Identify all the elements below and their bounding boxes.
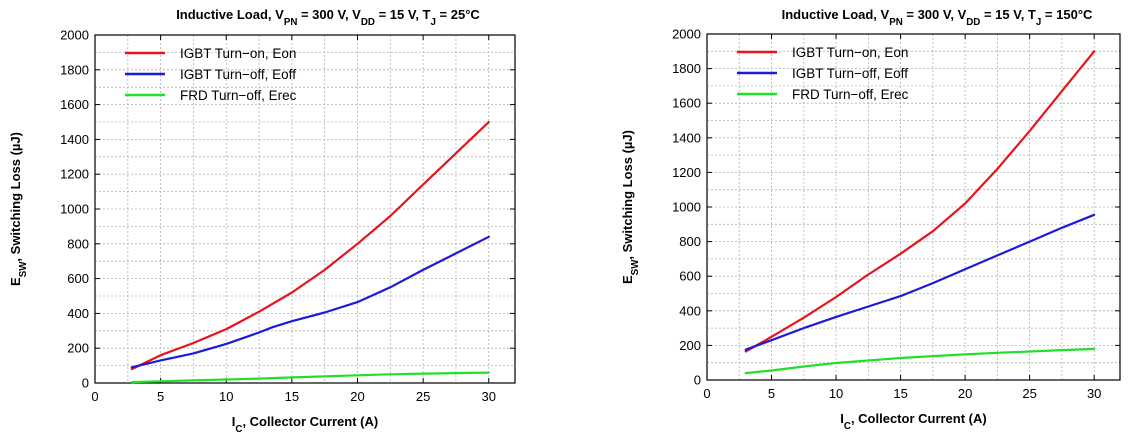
series-line-2 — [744, 347, 1096, 375]
legend-entry: IGBT Turn−on, Eon — [792, 45, 908, 60]
y-tick-label: 1400 — [672, 130, 701, 145]
y-tick-label: 1800 — [672, 61, 701, 76]
y-tick-label: 800 — [67, 236, 89, 251]
x-axis-label: IC, Collector Current (A) — [840, 411, 986, 432]
x-tick-label: 5 — [768, 386, 775, 401]
y-tick-label: 2000 — [672, 27, 701, 42]
x-tick-label: 30 — [482, 389, 496, 404]
y-tick-label: 800 — [679, 234, 701, 249]
grid — [95, 35, 515, 383]
y-tick-label: 200 — [67, 341, 89, 356]
y-tick-label: 1200 — [60, 167, 89, 182]
series-line-1 — [130, 235, 490, 369]
legend: IGBT Turn−on, Eon IGBT Turn−off, Eoff FRD … — [737, 45, 909, 102]
y-tick-label: 400 — [67, 306, 89, 321]
y-axis-label: ESW, Switching Loss (µJ) — [8, 132, 29, 286]
chart-title: Inductive Load, VPN = 300 V, VDD = 15 V,… — [176, 7, 480, 28]
x-tick-label: 25 — [1022, 386, 1036, 401]
y-axis-label: ESW, Switching Loss (µJ) — [620, 130, 641, 284]
chart-tj-150c: 0 200 400 600 800 1000 1200 1400 1600 1800 2000 0 5 1… — [620, 7, 1121, 432]
series-line-1 — [744, 213, 1096, 351]
legend-entry: FRD Turn−off, Erec — [792, 87, 909, 102]
y-tick-label: 200 — [679, 338, 701, 353]
y-tick-label: 600 — [679, 269, 701, 284]
legend-entry: IGBT Turn−on, Eon — [180, 46, 296, 61]
legend-entry: FRD Turn−off, Erec — [180, 88, 297, 103]
x-tick-label: 25 — [416, 389, 430, 404]
x-tick-label: 0 — [91, 389, 98, 404]
x-tick-label: 30 — [1087, 386, 1101, 401]
x-tick-label: 5 — [157, 389, 164, 404]
x-tick-label: 10 — [219, 389, 233, 404]
chart-tj-25c: 0 200 400 600 800 1000 1200 1400 1600 1800 2000 0 5 1… — [8, 7, 516, 435]
y-tick-label: 1600 — [672, 96, 701, 111]
x-tick-label: 15 — [285, 389, 299, 404]
y-tick-label: 1600 — [60, 97, 89, 112]
legend-entry: IGBT Turn−off, Eoff — [180, 67, 296, 82]
legend-entry: IGBT Turn−off, Eoff — [792, 66, 908, 81]
x-tick-label: 20 — [350, 389, 364, 404]
grid — [707, 34, 1120, 380]
x-tick-label: 20 — [958, 386, 972, 401]
x-tick-label: 10 — [829, 386, 843, 401]
chart-title: Inductive Load, VPN = 300 V, VDD = 15 V,… — [782, 7, 1093, 28]
y-tick-label: 0 — [82, 376, 89, 391]
y-tick-label: 1800 — [60, 62, 89, 77]
y-tick-label: 600 — [67, 271, 89, 286]
y-tick-label: 1200 — [672, 165, 701, 180]
y-tick-label: 1000 — [60, 202, 89, 217]
x-tick-label: 0 — [703, 386, 710, 401]
x-axis-label: IC, Collector Current (A) — [232, 414, 378, 435]
y-tick-label: 2000 — [60, 28, 89, 43]
series-line-0 — [130, 120, 490, 371]
y-tick-label: 0 — [694, 373, 701, 388]
legend: IGBT Turn−on, Eon IGBT Turn−off, Eoff FRD … — [125, 46, 297, 103]
x-tick-label: 15 — [893, 386, 907, 401]
series-line-0 — [744, 50, 1096, 353]
y-tick-label: 1000 — [672, 200, 701, 215]
y-tick-label: 400 — [679, 303, 701, 318]
y-tick-label: 1400 — [60, 132, 89, 147]
series-line-2 — [130, 371, 490, 384]
